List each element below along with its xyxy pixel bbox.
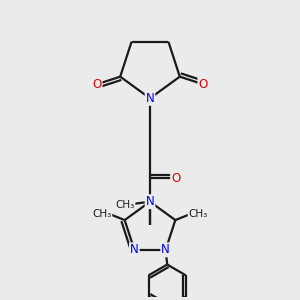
Text: CH₃: CH₃ <box>189 209 208 219</box>
Text: O: O <box>198 78 208 91</box>
Text: O: O <box>92 78 102 91</box>
Text: N: N <box>146 92 154 105</box>
Text: N: N <box>161 243 170 256</box>
Text: O: O <box>171 172 180 185</box>
Text: N: N <box>130 243 139 256</box>
Text: N: N <box>146 195 154 208</box>
Text: CH₃: CH₃ <box>115 200 135 210</box>
Text: CH₃: CH₃ <box>92 209 111 219</box>
